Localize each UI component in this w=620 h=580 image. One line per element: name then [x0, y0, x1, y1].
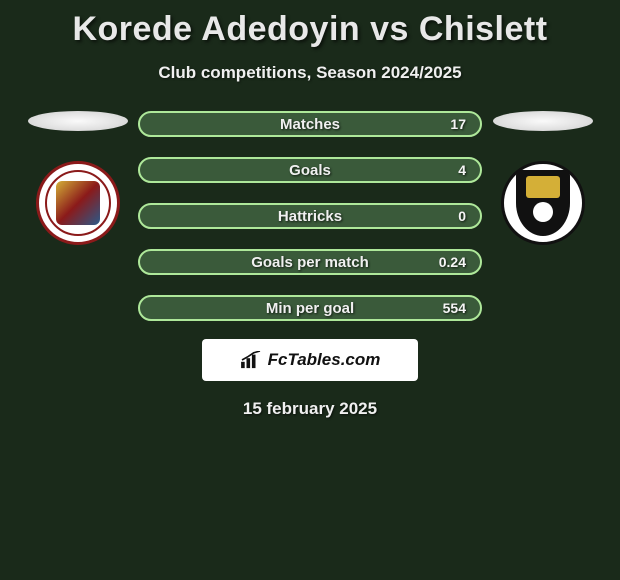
brand-label: FcTables.com: [268, 350, 381, 370]
shield-icon: [56, 181, 100, 225]
brand-link[interactable]: FcTables.com: [202, 339, 418, 381]
stat-label: Goals: [289, 162, 331, 179]
stat-row-goals-per-match: Goals per match 0.24: [138, 249, 482, 275]
stat-row-min-per-goal: Min per goal 554: [138, 295, 482, 321]
stat-label: Hattricks: [278, 208, 342, 225]
player-oval-left: [28, 111, 128, 131]
date-line: 15 february 2025: [0, 399, 620, 419]
stat-row-matches: Matches 17: [138, 111, 482, 137]
chart-icon: [240, 351, 262, 369]
page-title: Korede Adedoyin vs Chislett: [0, 10, 620, 49]
stat-value: 17: [450, 116, 466, 132]
club-badge-left[interactable]: [36, 161, 120, 245]
left-column: [25, 111, 130, 245]
stat-label: Min per goal: [266, 300, 354, 317]
shield-icon: [516, 170, 570, 236]
stat-label: Matches: [280, 116, 340, 133]
comparison-card: Korede Adedoyin vs Chislett Club competi…: [0, 0, 620, 419]
subtitle: Club competitions, Season 2024/2025: [0, 63, 620, 83]
stat-row-goals: Goals 4: [138, 157, 482, 183]
stat-row-hattricks: Hattricks 0: [138, 203, 482, 229]
stats-column: Matches 17 Goals 4 Hattricks 0 Goals per…: [130, 111, 490, 321]
right-column: [490, 111, 595, 245]
player-oval-right: [493, 111, 593, 131]
main-row: Matches 17 Goals 4 Hattricks 0 Goals per…: [0, 111, 620, 321]
stat-label: Goals per match: [251, 254, 369, 271]
stat-value: 0.24: [439, 254, 466, 270]
stat-value: 554: [443, 300, 466, 316]
stat-value: 0: [458, 208, 466, 224]
stat-value: 4: [458, 162, 466, 178]
club-badge-right[interactable]: [501, 161, 585, 245]
